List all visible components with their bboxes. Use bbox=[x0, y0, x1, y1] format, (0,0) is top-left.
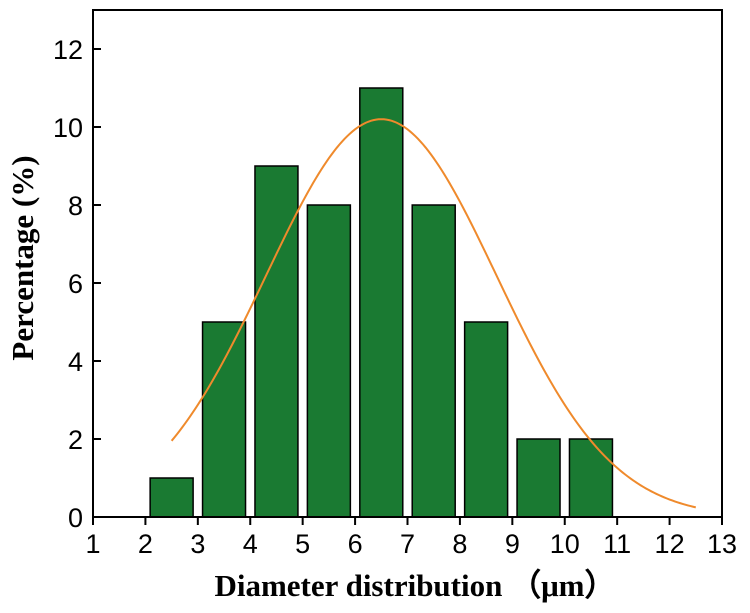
x-tick-label: 4 bbox=[243, 529, 258, 559]
y-tick-label: 6 bbox=[68, 269, 83, 299]
bar-3 bbox=[254, 165, 299, 518]
y-axis-title: Percentage (%) bbox=[5, 155, 40, 360]
y-tick-label: 4 bbox=[68, 347, 83, 377]
x-tick-label: 2 bbox=[138, 529, 153, 559]
x-tick-label: 6 bbox=[348, 529, 363, 559]
bar-2 bbox=[201, 321, 247, 518]
y-tick-label: 12 bbox=[53, 35, 83, 65]
y-tick-label: 0 bbox=[68, 503, 83, 533]
plot-frame bbox=[92, 9, 723, 518]
y-tick-label: 8 bbox=[68, 191, 83, 221]
x-tick-label: 9 bbox=[505, 529, 520, 559]
x-tick-labels: 1 2 3 4 5 6 7 8 9 10 11 12 13 bbox=[85, 529, 737, 559]
x-tick-label: 8 bbox=[452, 529, 467, 559]
gaussian-fit-curve bbox=[170, 118, 697, 509]
bar-7 bbox=[463, 321, 509, 518]
y-tick-label: 2 bbox=[68, 425, 83, 455]
y-tick-labels: 0 2 4 6 8 10 12 bbox=[53, 35, 83, 533]
bar-1 bbox=[149, 477, 194, 518]
bar-5 bbox=[359, 87, 404, 518]
bar-6 bbox=[411, 204, 456, 518]
x-tick-label: 1 bbox=[85, 529, 100, 559]
x-tick-label: 5 bbox=[295, 529, 310, 559]
y-tick-label: 10 bbox=[53, 113, 83, 143]
bar-8 bbox=[516, 438, 561, 518]
x-tick-label: 12 bbox=[655, 529, 685, 559]
x-axis-title: Diameter distribution （μm） bbox=[214, 568, 615, 603]
x-tick-label: 13 bbox=[707, 529, 737, 559]
ticks-layer bbox=[92, 48, 723, 525]
x-tick-label: 10 bbox=[550, 529, 580, 559]
bar-9 bbox=[568, 438, 614, 518]
x-tick-label: 11 bbox=[603, 529, 631, 559]
x-tick-label: 7 bbox=[400, 529, 415, 559]
bars-layer bbox=[149, 87, 614, 518]
x-tick-label: 3 bbox=[190, 529, 205, 559]
bar-4 bbox=[306, 204, 352, 518]
